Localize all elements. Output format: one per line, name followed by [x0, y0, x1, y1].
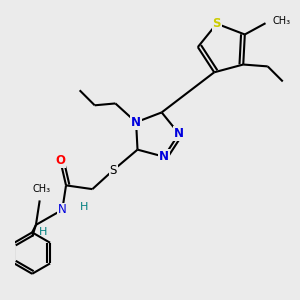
Text: O: O — [56, 154, 65, 167]
Text: H: H — [38, 227, 47, 237]
Text: H: H — [80, 202, 88, 212]
Text: N: N — [131, 116, 141, 129]
Text: S: S — [212, 17, 221, 30]
Text: CH₃: CH₃ — [272, 16, 290, 26]
Text: S: S — [110, 164, 117, 177]
Text: N: N — [174, 127, 184, 140]
Text: N: N — [159, 150, 169, 163]
Text: CH₃: CH₃ — [32, 184, 51, 194]
Text: N: N — [58, 203, 67, 216]
